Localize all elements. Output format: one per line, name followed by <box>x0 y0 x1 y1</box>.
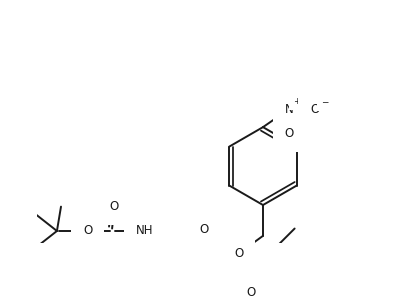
Text: +: + <box>293 97 301 106</box>
Text: O: O <box>83 224 93 238</box>
Text: O: O <box>199 223 208 236</box>
Text: O: O <box>284 127 293 140</box>
Text: N: N <box>285 103 293 116</box>
Text: −: − <box>321 97 328 106</box>
Text: O: O <box>234 247 243 260</box>
Text: O: O <box>310 103 320 116</box>
Text: O: O <box>246 286 255 298</box>
Text: NH: NH <box>136 224 153 238</box>
Text: O: O <box>109 200 118 213</box>
